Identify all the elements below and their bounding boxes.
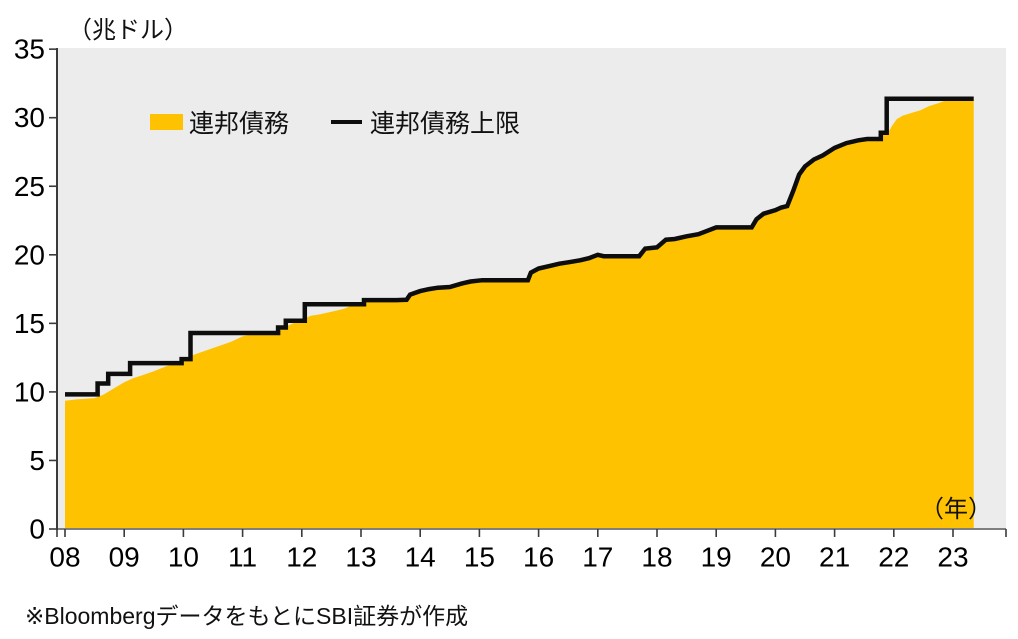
legend-label-debt-ceiling: 連邦債務上限 xyxy=(370,110,521,138)
source-note: ※BloombergデータをもとにSBI証券が作成 xyxy=(25,603,469,629)
y-tick-label: 0 xyxy=(29,514,45,545)
x-axis-unit-label: （年） xyxy=(920,496,992,523)
x-tick-label: 23 xyxy=(937,542,968,573)
y-tick-label: 25 xyxy=(14,171,45,202)
x-tick-label: 15 xyxy=(464,542,495,573)
x-tick-label: 19 xyxy=(701,542,732,573)
x-tick-label: 09 xyxy=(109,542,140,573)
x-tick-label: 21 xyxy=(819,542,850,573)
y-tick-label: 20 xyxy=(14,239,45,270)
debt-ceiling-line xyxy=(65,96,974,397)
x-tick-label: 20 xyxy=(760,542,791,573)
legend-label-federal-debt: 連邦債務 xyxy=(189,110,290,138)
x-tick-label: 11 xyxy=(228,542,257,573)
y-axis-unit-label: （兆ドル） xyxy=(68,17,188,44)
y-tick-label: 10 xyxy=(14,376,45,407)
legend-item-federal-debt: 連邦債務 xyxy=(150,104,289,140)
y-tick-label: 30 xyxy=(14,102,45,133)
legend: 連邦債務 連邦債務上限 xyxy=(150,104,520,140)
federal-debt-swatch xyxy=(150,114,183,130)
x-tick-label: 22 xyxy=(878,542,909,573)
x-tick-label: 16 xyxy=(523,542,554,573)
x-tick-label: 17 xyxy=(582,542,613,573)
x-tick-label: 08 xyxy=(49,542,80,573)
x-tick-label: 12 xyxy=(286,542,317,573)
y-tick-label: 15 xyxy=(14,308,45,339)
y-tick-label: 35 xyxy=(14,34,45,65)
y-tick-label: 5 xyxy=(29,445,45,476)
x-tick-label: 18 xyxy=(641,542,672,573)
x-tick-label: 10 xyxy=(168,542,199,573)
legend-item-debt-ceiling: 連邦債務上限 xyxy=(331,104,520,140)
federal-debt-area xyxy=(65,97,974,530)
x-tick-label: 14 xyxy=(405,542,436,573)
x-tick-label: 13 xyxy=(345,542,376,573)
debt-ceiling-swatch xyxy=(331,120,363,124)
